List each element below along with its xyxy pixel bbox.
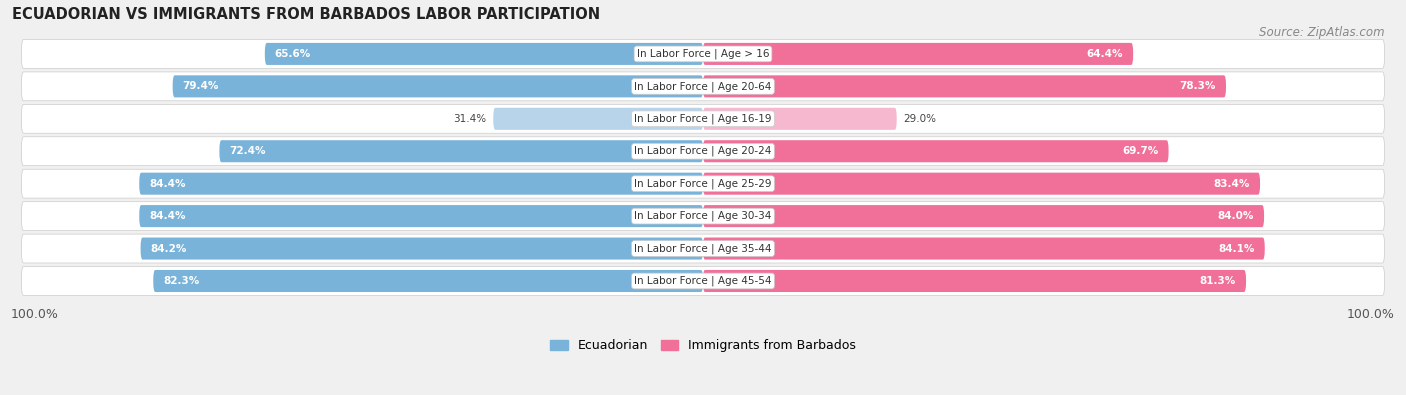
FancyBboxPatch shape <box>219 140 703 162</box>
FancyBboxPatch shape <box>703 75 1226 98</box>
FancyBboxPatch shape <box>703 205 1264 227</box>
Legend: Ecuadorian, Immigrants from Barbados: Ecuadorian, Immigrants from Barbados <box>546 334 860 357</box>
FancyBboxPatch shape <box>21 72 1385 101</box>
Text: 82.3%: 82.3% <box>163 276 200 286</box>
FancyBboxPatch shape <box>141 237 703 260</box>
Text: In Labor Force | Age 16-19: In Labor Force | Age 16-19 <box>634 113 772 124</box>
Text: 83.4%: 83.4% <box>1213 179 1250 189</box>
FancyBboxPatch shape <box>264 43 703 65</box>
Text: In Labor Force | Age 20-64: In Labor Force | Age 20-64 <box>634 81 772 92</box>
Text: 79.4%: 79.4% <box>183 81 219 91</box>
Text: In Labor Force | Age 20-24: In Labor Force | Age 20-24 <box>634 146 772 156</box>
Text: 31.4%: 31.4% <box>454 114 486 124</box>
Text: In Labor Force | Age 25-29: In Labor Force | Age 25-29 <box>634 179 772 189</box>
FancyBboxPatch shape <box>703 43 1133 65</box>
Text: 29.0%: 29.0% <box>904 114 936 124</box>
Text: ECUADORIAN VS IMMIGRANTS FROM BARBADOS LABOR PARTICIPATION: ECUADORIAN VS IMMIGRANTS FROM BARBADOS L… <box>13 7 600 22</box>
FancyBboxPatch shape <box>703 173 1260 195</box>
FancyBboxPatch shape <box>21 234 1385 263</box>
FancyBboxPatch shape <box>494 108 703 130</box>
FancyBboxPatch shape <box>173 75 703 98</box>
FancyBboxPatch shape <box>21 40 1385 68</box>
FancyBboxPatch shape <box>139 205 703 227</box>
Text: 69.7%: 69.7% <box>1122 146 1159 156</box>
Text: 78.3%: 78.3% <box>1180 81 1216 91</box>
FancyBboxPatch shape <box>21 267 1385 295</box>
Text: 84.0%: 84.0% <box>1218 211 1254 221</box>
FancyBboxPatch shape <box>21 137 1385 166</box>
FancyBboxPatch shape <box>153 270 703 292</box>
FancyBboxPatch shape <box>21 169 1385 198</box>
Text: 65.6%: 65.6% <box>274 49 311 59</box>
Text: 72.4%: 72.4% <box>229 146 266 156</box>
Text: 81.3%: 81.3% <box>1199 276 1236 286</box>
FancyBboxPatch shape <box>703 237 1265 260</box>
Text: In Labor Force | Age 45-54: In Labor Force | Age 45-54 <box>634 276 772 286</box>
FancyBboxPatch shape <box>703 270 1246 292</box>
FancyBboxPatch shape <box>21 202 1385 231</box>
Text: Source: ZipAtlas.com: Source: ZipAtlas.com <box>1260 26 1385 39</box>
Text: 84.2%: 84.2% <box>150 244 187 254</box>
Text: 84.4%: 84.4% <box>149 179 186 189</box>
Text: 64.4%: 64.4% <box>1087 49 1123 59</box>
Text: In Labor Force | Age 35-44: In Labor Force | Age 35-44 <box>634 243 772 254</box>
Text: In Labor Force | Age > 16: In Labor Force | Age > 16 <box>637 49 769 59</box>
FancyBboxPatch shape <box>703 140 1168 162</box>
FancyBboxPatch shape <box>703 108 897 130</box>
Text: 84.1%: 84.1% <box>1219 244 1254 254</box>
Text: 84.4%: 84.4% <box>149 211 186 221</box>
FancyBboxPatch shape <box>21 104 1385 133</box>
Text: In Labor Force | Age 30-34: In Labor Force | Age 30-34 <box>634 211 772 221</box>
FancyBboxPatch shape <box>139 173 703 195</box>
